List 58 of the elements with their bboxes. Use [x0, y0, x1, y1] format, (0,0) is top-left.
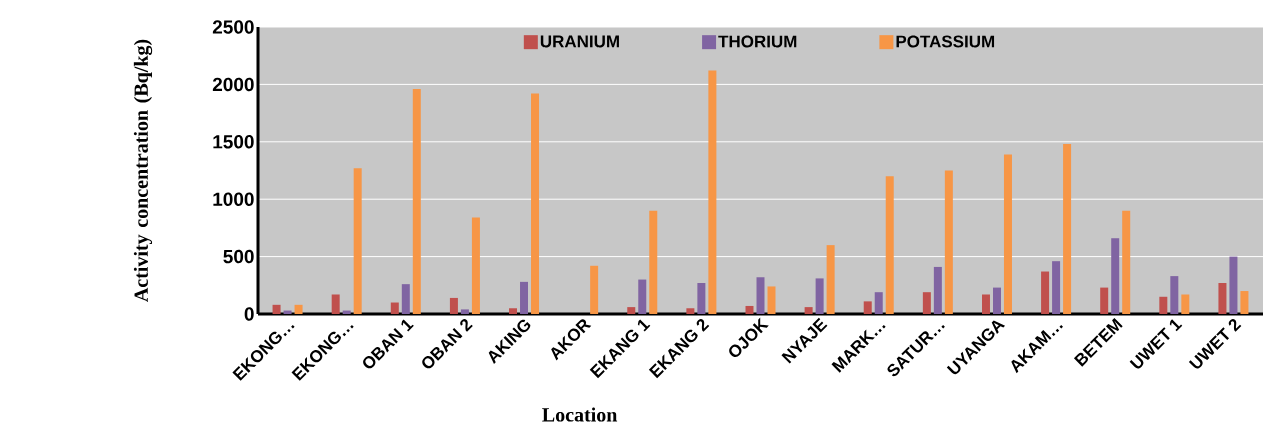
bar: [922, 292, 931, 314]
bar: [944, 170, 953, 314]
bar: [708, 70, 717, 314]
y-tick-label: 0: [244, 307, 254, 321]
bar: [745, 305, 754, 314]
bar: [1159, 296, 1168, 314]
bar: [1052, 261, 1061, 314]
bar: [331, 294, 340, 314]
bar: [804, 307, 813, 314]
bar: [449, 297, 458, 314]
legend-label: POTASSIUM: [896, 35, 995, 48]
bar: [756, 277, 765, 314]
bar: [1111, 238, 1120, 314]
bar: [627, 307, 636, 314]
bar: [471, 217, 480, 314]
bar: [1041, 271, 1050, 314]
bar: [353, 168, 362, 314]
bar: [401, 284, 410, 314]
bar: [520, 281, 529, 314]
bar: [933, 266, 942, 314]
y-tick-label: 1000: [213, 192, 254, 206]
y-tick-label: 2500: [212, 20, 254, 34]
bar: [590, 265, 599, 314]
bar: [1122, 210, 1131, 314]
bar: [1170, 276, 1179, 314]
bar: [863, 301, 872, 314]
bar: [1100, 287, 1109, 314]
bar: [531, 93, 540, 314]
bar: [649, 210, 658, 314]
x-axis-title: Location: [542, 407, 618, 422]
y-tick-label: 2000: [212, 77, 254, 92]
bar: [1003, 154, 1012, 314]
bar: [294, 304, 303, 314]
bar: [815, 278, 824, 314]
bar: [390, 302, 399, 314]
bar: [272, 304, 281, 314]
legend-label: URANIUM: [540, 35, 619, 48]
bar: [767, 286, 776, 314]
bar: [509, 308, 518, 314]
bar: [1063, 144, 1072, 314]
bar: [686, 308, 695, 314]
bar: [826, 245, 835, 314]
y-tick-label: 1500: [213, 135, 254, 149]
bar: [885, 176, 894, 314]
bar: [992, 287, 1001, 314]
bar: [412, 88, 421, 314]
bar: [981, 294, 990, 314]
y-axis-title: Activity concentration (Bq/kg): [133, 39, 153, 302]
y-tick-label: 500: [223, 249, 254, 264]
bar: [874, 292, 883, 314]
bar: [1181, 294, 1190, 314]
bar: [638, 279, 647, 314]
bar: [460, 309, 469, 314]
bar: [697, 283, 706, 314]
bar: [1240, 291, 1249, 314]
bar: [1229, 256, 1238, 314]
legend-label: THORIUM: [718, 35, 797, 48]
bar: [1218, 283, 1227, 314]
